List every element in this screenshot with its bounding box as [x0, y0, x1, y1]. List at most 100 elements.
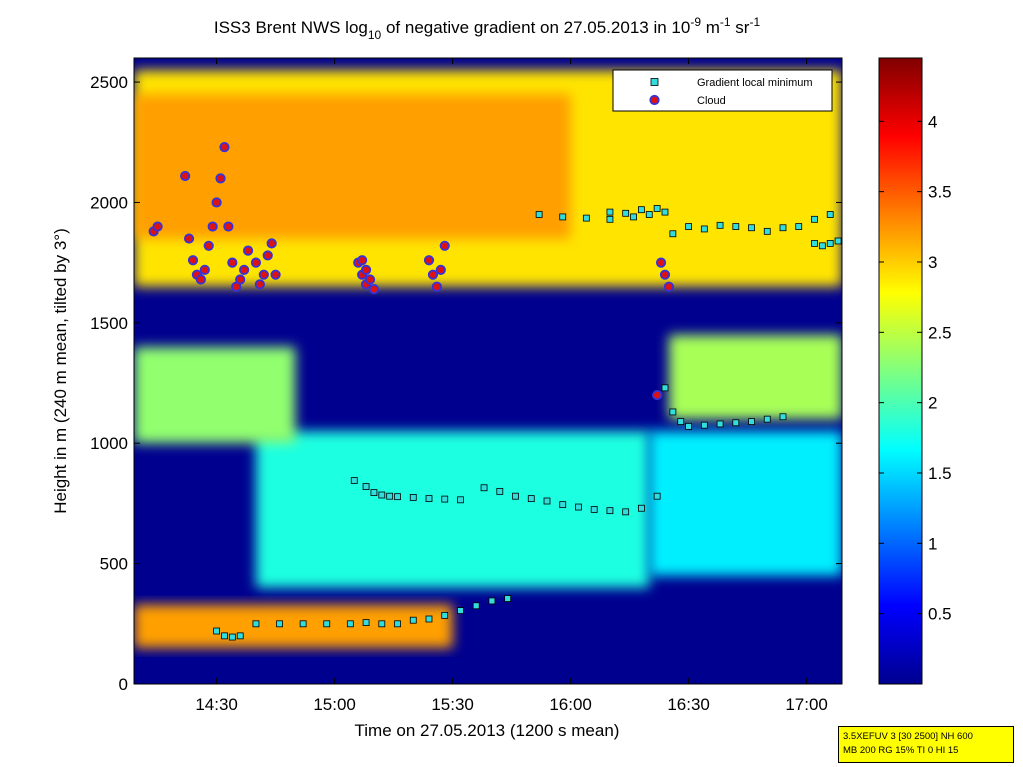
intensity-layer [134, 346, 296, 444]
cloud-marker [435, 264, 446, 275]
cloud-marker [152, 221, 163, 232]
cloud-marker [250, 257, 262, 268]
cloud-marker [360, 264, 372, 275]
gradient-minimum-marker [811, 215, 818, 223]
intensity-layer [255, 431, 650, 588]
settings-info-line-1: 3.5XEFUV 3 [30 2500] NH 600 [843, 731, 973, 742]
gradient-minimum-marker [732, 419, 740, 427]
y-tick-label: 0 [119, 675, 128, 694]
gradient-minimum-marker [826, 239, 834, 247]
gradient-minimum-marker [252, 620, 260, 628]
gradient-minimum-marker [441, 495, 449, 503]
gradient-minimum-marker [582, 214, 590, 222]
cloud-marker [215, 173, 226, 184]
gradient-minimum-marker [457, 496, 464, 504]
cloud-marker [199, 264, 210, 275]
gradient-minimum-marker [575, 503, 582, 511]
x-tick-label: 14:30 [195, 695, 238, 714]
gradient-minimum-marker [677, 418, 685, 425]
cloud-marker [258, 269, 269, 280]
gradient-minimum-marker [638, 504, 645, 512]
gradient-minimum-marker [748, 224, 755, 232]
cloud-marker [427, 269, 439, 280]
cloud-marker [211, 197, 222, 208]
plot-frame [133, 57, 843, 685]
gradient-minimum-marker [811, 239, 818, 247]
y-tick-label: 2000 [90, 193, 128, 212]
cloud-marker [368, 284, 380, 295]
legend-circle-icon [649, 94, 660, 106]
gradient-minimum-marker [425, 615, 433, 623]
gradient-minimum-marker [606, 507, 614, 515]
plot-area [133, 57, 843, 685]
gradient-minimum-marker [700, 225, 708, 233]
cloud-marker [659, 269, 671, 280]
x-axis: 14:30 15:00 15:30 16:00 16:30 17:00 [195, 58, 828, 714]
intensity-layer [668, 334, 842, 420]
gradient-minimum-marker [685, 422, 692, 430]
gradient-minimum-marker [716, 221, 724, 229]
gradient-minimum-marker [512, 492, 519, 500]
gradient-minimum-marker [362, 483, 370, 490]
gradient-minimum-marker [350, 477, 358, 484]
cloud-marker [663, 281, 675, 292]
gradient-minimum-marker [370, 489, 378, 496]
cloud-marker [423, 255, 435, 266]
cloud-marker [187, 255, 199, 266]
legend-square-icon [650, 78, 659, 86]
y-axis: 0 500 1000 1500 2000 2500 [90, 73, 842, 694]
gradient-minimum-marker [559, 501, 567, 509]
legend-box [612, 69, 833, 112]
gradient-minimum-marker [818, 242, 826, 250]
gradient-minimum-marker [394, 493, 401, 501]
settings-info-line-2: MB 200 RG 15% TI 0 HI 15 [843, 745, 959, 756]
gradient-minimum-marker [378, 491, 386, 499]
gradient-minimum-marker [653, 492, 661, 500]
gradient-minimum-marker [228, 633, 236, 641]
chart-title: ISS3 Brent NWS log10 of negative gradien… [214, 15, 761, 42]
gradient-minimum-marker [236, 632, 244, 640]
gradient-minimum-marker [441, 611, 449, 619]
x-tick-label: 16:30 [667, 695, 710, 714]
cloud-marker [183, 233, 195, 244]
x-tick-label: 16:00 [549, 695, 592, 714]
gradient-minimum-marker [488, 597, 496, 605]
colorbar-tick-label: 2 [928, 394, 937, 413]
gradient-minimum-marker [653, 205, 661, 212]
y-tick-label: 500 [100, 555, 128, 574]
intensity-layer [649, 431, 842, 576]
cloud-marker [266, 238, 277, 249]
intensity-layer [134, 604, 453, 648]
colorbar-tick-label: 1.5 [928, 464, 952, 483]
gradient-minimum-marker [480, 484, 488, 492]
gradient-minimum-marker [472, 602, 480, 610]
gradient-minimum-marker [716, 420, 724, 428]
gradient-minimum-marker [276, 620, 283, 628]
gradient-minimum-marker [559, 213, 567, 221]
gradient-minimum-marker [826, 211, 834, 218]
gradient-minimum-marker [700, 421, 708, 429]
y-tick-label: 1000 [90, 434, 128, 453]
gradient-minimum-marker [425, 495, 433, 503]
gradient-minimum-marker [748, 418, 755, 425]
colorbar-tick-label: 4 [928, 112, 937, 131]
y-tick-label: 1500 [90, 314, 128, 333]
gradient-minimum-marker [834, 237, 842, 245]
gradient-minimum-marker [378, 620, 386, 628]
gradient-minimum-marker [795, 223, 803, 230]
gradient-minimum-marker [606, 215, 614, 223]
y-axis-label: Height in m (240 m mean, tilted by 3°) [51, 228, 70, 514]
colorbar-tick-label: 1 [928, 534, 937, 553]
gradient-minimum-marker [409, 494, 417, 501]
gradient-minimum-marker [669, 230, 677, 238]
gradient-minimum-marker [543, 497, 551, 505]
gradient-minimum-marker [732, 223, 740, 230]
colorbar-gradient [878, 57, 923, 685]
gradient-minimum-marker [394, 620, 401, 628]
gradient-minimum-marker [323, 620, 331, 628]
gradient-minimum-marker [496, 487, 504, 495]
cloud-marker [270, 269, 281, 280]
gradient-minimum-marker [645, 211, 653, 218]
legend-entry-label: Gradient local minimum [697, 77, 813, 89]
gradient-minimum-marker [685, 223, 692, 230]
